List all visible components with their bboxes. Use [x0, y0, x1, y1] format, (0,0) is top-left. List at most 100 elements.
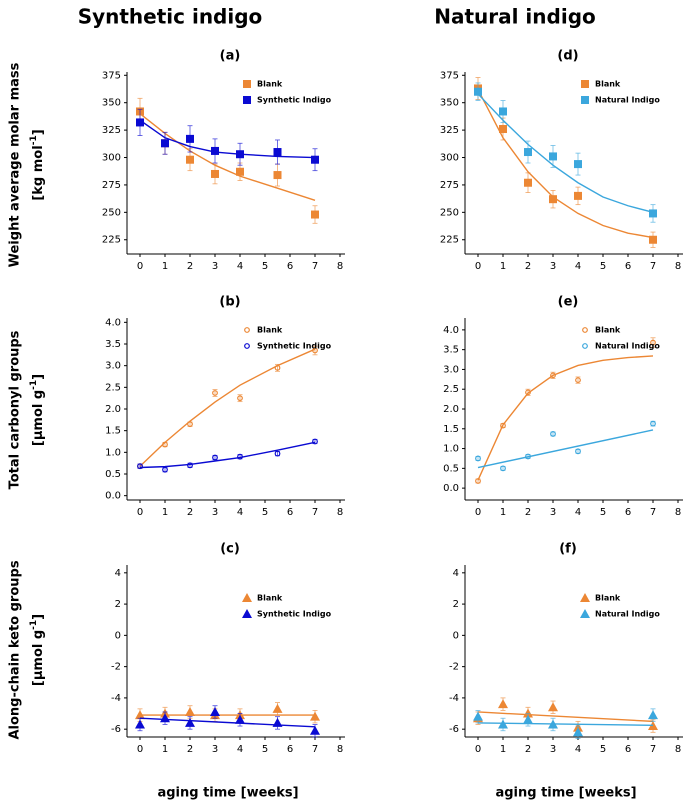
marker [135, 710, 145, 720]
legend-marker [242, 609, 252, 618]
y-tick-label: 325 [440, 125, 459, 136]
x-tick-label: 0 [137, 261, 143, 272]
y-tick-label: -2 [449, 662, 459, 673]
marker [524, 178, 532, 187]
x-tick-label: 7 [312, 744, 318, 755]
y-tick-label: 1.0 [443, 444, 459, 455]
y-tick-label: -2 [111, 662, 121, 673]
marker [548, 719, 558, 729]
y-tick-label: -6 [111, 724, 121, 735]
x-tick-label: 2 [187, 744, 193, 755]
marker [548, 702, 558, 712]
y-axis-unit: [kg mol [31, 145, 46, 200]
y-tick-label: 2 [453, 599, 459, 610]
y-tick-label: 1.5 [105, 426, 121, 437]
marker [525, 453, 531, 460]
fit-line [477, 429, 654, 469]
marker [650, 420, 656, 427]
x-tick-label: 0 [475, 261, 481, 272]
y-axis-title: [µmol g-1] [29, 374, 46, 446]
panel-title: (e) [558, 295, 579, 310]
marker [237, 395, 243, 402]
y-tick-label: 3.5 [443, 345, 459, 356]
marker [137, 463, 143, 470]
x-tick-label: 0 [475, 507, 481, 518]
marker [273, 148, 282, 157]
x-tick-label: 0 [137, 744, 143, 755]
marker [475, 478, 481, 484]
y-tick-label: 4 [453, 568, 459, 579]
marker [498, 719, 508, 729]
x-tick-label: 2 [525, 261, 531, 272]
marker [136, 118, 144, 127]
x-tick-label: 4 [575, 507, 581, 518]
marker [523, 708, 533, 718]
panel-title: (b) [219, 295, 240, 310]
y-tick-label: 4 [115, 568, 121, 579]
marker [648, 710, 658, 720]
fit-line [139, 119, 316, 159]
marker [498, 699, 508, 709]
y-tick-label: 0 [453, 630, 459, 641]
panel-title: (a) [220, 49, 241, 64]
column-title: Synthetic indigo [78, 5, 263, 29]
legend-label: Natural Indigo [595, 96, 660, 105]
legend-marker [243, 96, 251, 104]
x-tick-label: 1 [162, 507, 168, 518]
marker [473, 711, 483, 721]
marker [160, 713, 170, 723]
marker [311, 210, 319, 219]
legend-marker [580, 593, 590, 602]
x-tick-label: 8 [675, 744, 681, 755]
x-tick-label: 1 [162, 744, 168, 755]
y-axis-unit: ] [31, 129, 46, 135]
legend-label: Synthetic Indigo [257, 96, 332, 105]
marker [575, 377, 581, 384]
x-tick-label: 6 [625, 744, 631, 755]
y-tick-label: 300 [102, 153, 121, 164]
x-tick-label: 7 [312, 261, 318, 272]
legend-label: Blank [257, 594, 283, 603]
marker [187, 421, 193, 428]
y-axis-unit-sup: -1 [29, 380, 39, 390]
legend-marker [582, 343, 588, 349]
x-tick-label: 4 [575, 744, 581, 755]
marker [237, 453, 243, 460]
legend-marker [581, 80, 589, 88]
x-tick-label: 8 [675, 261, 681, 272]
y-tick-label: 3.0 [443, 364, 459, 375]
x-tick-label: 4 [237, 744, 243, 755]
marker [573, 727, 583, 737]
panel-title: (d) [557, 49, 578, 64]
legend-marker [244, 343, 250, 349]
legend-marker [244, 327, 250, 333]
x-tick-label: 3 [212, 744, 218, 755]
x-tick-label: 3 [550, 261, 556, 272]
marker [185, 706, 195, 716]
legend-marker [581, 96, 589, 104]
x-tick-label: 6 [287, 507, 293, 518]
x-tick-label: 7 [312, 507, 318, 518]
marker [211, 146, 219, 155]
marker [649, 209, 657, 218]
x-tick-label: 6 [287, 744, 293, 755]
marker [235, 714, 245, 724]
marker [210, 706, 220, 716]
legend-label: Natural Indigo [595, 342, 660, 351]
marker [272, 717, 283, 727]
x-tick-label: 7 [650, 744, 656, 755]
marker [135, 719, 145, 729]
marker [550, 431, 556, 437]
legend-marker [580, 609, 590, 618]
x-tick-label: 2 [525, 507, 531, 518]
marker [212, 454, 218, 461]
y-tick-label: 225 [102, 235, 121, 246]
legend-label: Natural Indigo [595, 610, 660, 619]
marker [549, 152, 557, 161]
fit-line [477, 711, 654, 723]
x-tick-label: 3 [212, 507, 218, 518]
x-tick-label: 1 [500, 744, 506, 755]
x-tick-label: 3 [550, 507, 556, 518]
x-tick-label: 4 [575, 261, 581, 272]
x-tick-label: 2 [187, 261, 193, 272]
